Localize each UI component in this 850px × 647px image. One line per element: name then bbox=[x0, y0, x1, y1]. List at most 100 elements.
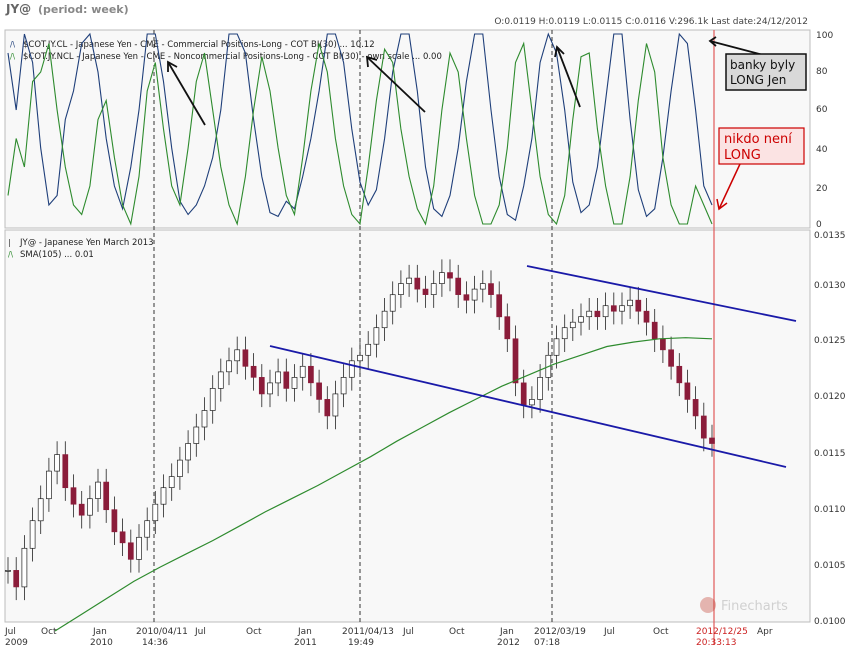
candle-body bbox=[217, 371, 224, 389]
marker-date: 2012/12/25 bbox=[696, 627, 748, 637]
marker-time: 20:33:13 bbox=[696, 638, 736, 647]
marker-time: 14:36 bbox=[142, 638, 168, 647]
x-tick: Jul bbox=[194, 627, 206, 637]
candle-body bbox=[569, 321, 576, 329]
candle-body bbox=[520, 382, 527, 406]
candle-body bbox=[635, 299, 642, 312]
candle-body bbox=[177, 459, 183, 477]
candle-body bbox=[414, 277, 421, 290]
candle-body bbox=[537, 377, 543, 400]
candle-body bbox=[406, 277, 412, 284]
x-tick: Jul bbox=[402, 627, 414, 637]
candle-body bbox=[398, 283, 404, 295]
x-axis: Jul Oct Jan Jul Oct Jan Jul Oct Jan Jul … bbox=[4, 627, 773, 647]
candle-body bbox=[160, 487, 167, 505]
candle-body bbox=[700, 415, 707, 439]
candle-body bbox=[439, 272, 445, 284]
candle-body bbox=[512, 338, 519, 384]
x-tick: Jul bbox=[603, 627, 615, 637]
y-tick: 0.0130 bbox=[814, 281, 846, 291]
y-tick: 40 bbox=[816, 145, 828, 155]
box bbox=[718, 127, 805, 165]
candle-body bbox=[209, 388, 216, 411]
price-legend: | JY@ - Japanese Yen March 2013 /\ SMA(1… bbox=[8, 238, 154, 260]
candle-body bbox=[488, 283, 494, 295]
watermark-logo-icon bbox=[700, 597, 716, 613]
candle-body bbox=[324, 399, 331, 417]
candle-body bbox=[291, 377, 298, 389]
candle-body bbox=[136, 536, 142, 560]
period-label: (period: week) bbox=[38, 3, 129, 16]
legend-price: JY@ - Japanese Yen March 2013 bbox=[19, 238, 154, 248]
candle-body bbox=[119, 531, 126, 544]
legend-sma: SMA(105) ... 0.01 bbox=[20, 250, 94, 260]
year-tick: 2011 bbox=[294, 638, 317, 647]
candle-body bbox=[258, 377, 265, 395]
y-tick: 0.0115 bbox=[814, 449, 846, 459]
box-line: banky byly bbox=[730, 58, 795, 72]
legend-icon: /\ bbox=[8, 250, 14, 259]
box-line: LONG bbox=[724, 148, 761, 163]
y-tick: 0.0105 bbox=[814, 561, 846, 571]
candle-body bbox=[709, 437, 715, 444]
candle-body bbox=[676, 365, 683, 384]
sma-line bbox=[54, 337, 713, 632]
arrow-head bbox=[167, 60, 178, 72]
upper-trend-line bbox=[526, 265, 797, 322]
annotation-arrows bbox=[167, 36, 772, 126]
x-tick: Jul bbox=[4, 627, 16, 637]
candle-body bbox=[340, 377, 347, 395]
candle-body bbox=[496, 294, 503, 318]
symbol-label: JY@ bbox=[5, 2, 31, 16]
y-tick: 0.0100 bbox=[814, 617, 846, 627]
candle-body bbox=[602, 305, 609, 318]
candle-body bbox=[127, 542, 134, 560]
arrow bbox=[366, 56, 426, 113]
candle-body bbox=[193, 426, 200, 444]
candle-body bbox=[37, 498, 44, 522]
legend-icon: | bbox=[8, 238, 11, 247]
y-tick: 0.0135 bbox=[814, 231, 846, 241]
marker-date: 2012/03/19 bbox=[534, 627, 586, 637]
candle-body bbox=[529, 399, 535, 406]
marker-time: 07:18 bbox=[534, 638, 560, 647]
y-tick: 100 bbox=[816, 31, 833, 41]
candle-body bbox=[267, 382, 273, 395]
candle-body bbox=[46, 470, 52, 500]
y-tick: 0.0110 bbox=[814, 505, 846, 515]
legend-icon: /\ bbox=[10, 40, 16, 49]
candle-body bbox=[78, 503, 85, 516]
y-tick: 0.0125 bbox=[814, 336, 846, 346]
candle-body bbox=[168, 476, 175, 488]
watermark: Finecharts bbox=[700, 597, 788, 614]
candle-body bbox=[5, 570, 11, 572]
candle-body bbox=[430, 283, 437, 295]
box bbox=[725, 53, 807, 91]
box-line: LONG Jen bbox=[730, 73, 786, 87]
x-tick: Apr bbox=[757, 627, 773, 637]
y-tick: 80 bbox=[816, 67, 828, 77]
top-panel bbox=[4, 29, 811, 229]
price-candles bbox=[5, 259, 715, 601]
price-y-axis: 0.0135 0.0130 0.0125 0.0120 0.0115 0.011… bbox=[814, 231, 846, 627]
year-tick: 2010 bbox=[90, 638, 113, 647]
candle-body bbox=[610, 305, 617, 312]
candle-body bbox=[21, 547, 28, 588]
annotation-box-nobody: nikdo není LONG bbox=[718, 127, 805, 165]
candle-body bbox=[422, 288, 429, 295]
candle-body bbox=[471, 288, 478, 301]
year-tick: 2009 bbox=[5, 638, 28, 647]
candle-body bbox=[299, 365, 306, 378]
candle-body bbox=[95, 481, 101, 499]
x-tick: Oct bbox=[449, 627, 465, 637]
arrow-head bbox=[365, 55, 378, 68]
candle-body bbox=[87, 498, 93, 516]
y-tick: 60 bbox=[816, 105, 828, 115]
candle-body bbox=[684, 382, 691, 400]
top-y-axis: 100 80 60 40 20 0 bbox=[816, 31, 833, 230]
ohlc-readout: O:0.0119 H:0.0119 L:0.0115 C:0.0116 V:29… bbox=[494, 17, 808, 27]
y-tick: 0.0120 bbox=[814, 392, 846, 402]
candle-body bbox=[152, 503, 159, 522]
legend-ncl: $COT.JY.NCL - Japanese Yen - CME - Nonco… bbox=[23, 52, 442, 62]
x-tick: Jan bbox=[92, 627, 107, 637]
